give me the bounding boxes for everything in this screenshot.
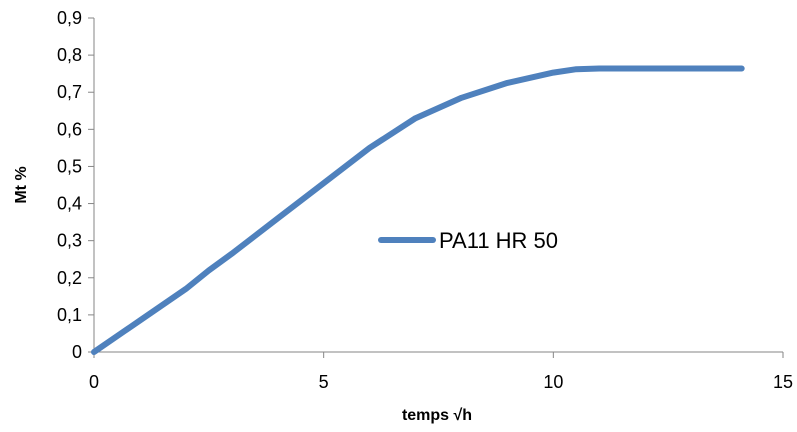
series-line-pa11-hr-50 [91,65,745,355]
y-tick-label: 0,7 [57,82,82,102]
x-tick-labels: 0 5 10 15 [89,372,793,392]
y-tick-labels: 0 0,1 0,2 0,3 0,4 0,5 0,6 0,7 0,8 0,9 [57,8,82,362]
y-tick-label: 0,1 [57,305,82,325]
legend-label: PA11 HR 50 [439,228,558,253]
y-tick-label: 0,8 [57,45,82,65]
y-tick-label: 0,6 [57,119,82,139]
series-layer [91,65,745,355]
y-tick-label: 0,4 [57,194,82,214]
y-axis-title: Mt % [13,166,30,203]
x-tick-label: 10 [543,372,563,392]
y-tick-label: 0 [72,342,82,362]
legend: PA11 HR 50 [378,228,558,253]
y-tick-label: 0,5 [57,156,82,176]
y-tick-label: 0,9 [57,8,82,28]
axes [88,17,784,358]
y-tick-label: 0,2 [57,268,82,288]
x-axis-title: temps √h [402,407,472,424]
x-tick-label: 0 [89,372,99,392]
x-tick-label: 15 [773,372,793,392]
x-tick-label: 5 [319,372,329,392]
y-tick-label: 0,3 [57,231,82,251]
